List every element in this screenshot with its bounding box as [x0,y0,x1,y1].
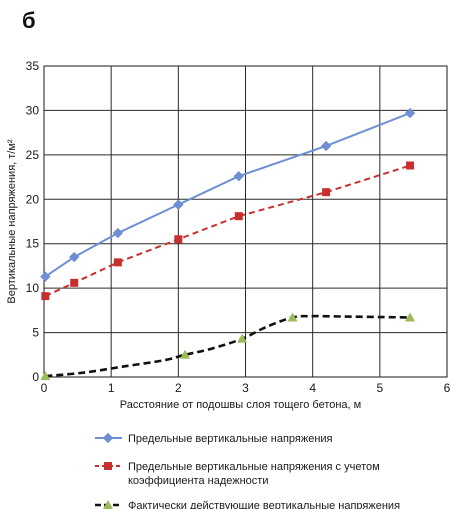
y-tick-label: 10 [26,281,40,295]
plot-frame [43,65,448,378]
legend-label: Фактически действующие вертикальные напр… [128,500,400,509]
y-tick-label: 30 [26,103,40,117]
y-axis-label: Вертикальные напряжения, т/м² [6,139,18,304]
data-point-series-1 [69,251,80,263]
data-point-series-2 [406,161,415,170]
y-tick-label: 25 [26,148,40,162]
data-point-series-3 [180,349,191,359]
data-point-series-1 [40,271,51,282]
x-tick-label: 1 [108,381,115,395]
y-tick-label: 5 [32,326,39,340]
data-point-series-3 [405,312,416,322]
y-tick-label: 20 [26,192,40,206]
legend-label: Предельные вертикальные напряжения [128,433,333,445]
data-point-series-1 [320,140,332,152]
data-point-series-3 [40,371,51,381]
data-point-series-2 [41,292,50,301]
legend-swatch-marker [102,432,114,444]
data-point-series-1 [233,170,244,182]
y-tick-label: 15 [26,237,40,251]
x-tick-label: 3 [242,381,249,395]
data-point-series-2 [174,235,183,244]
y-tick-label: 0 [32,370,39,384]
y-tick-label: 35 [26,59,40,73]
data-point-series-1 [112,227,124,239]
legend-label: коэффициента надежности [128,475,268,487]
legend-swatch-marker [103,500,113,509]
series-line-2 [44,164,411,298]
data-point-series-2 [322,188,331,197]
data-point-series-3 [237,333,248,343]
legend-swatch-marker [104,462,112,470]
x-tick-label: 4 [309,381,316,395]
x-tick-label: 5 [376,381,383,395]
data-point-series-2 [113,258,122,267]
data-point-series-1 [173,199,184,210]
series-line-1 [44,112,411,278]
data-point-series-2 [234,212,243,221]
data-point-series-2 [70,278,79,287]
data-point-series-1 [404,107,416,119]
x-tick-label: 0 [41,381,48,395]
panel-label: б [22,8,36,33]
x-tick-label: 2 [175,381,182,395]
legend-label: Предельные вертикальные напряжения с уче… [128,461,380,473]
x-axis-label: Расстояние от подошвы слоя тощего бетона… [120,399,361,411]
x-tick-label: 6 [444,381,450,395]
data-point-series-3 [287,312,298,322]
series-line-3 [45,314,411,378]
